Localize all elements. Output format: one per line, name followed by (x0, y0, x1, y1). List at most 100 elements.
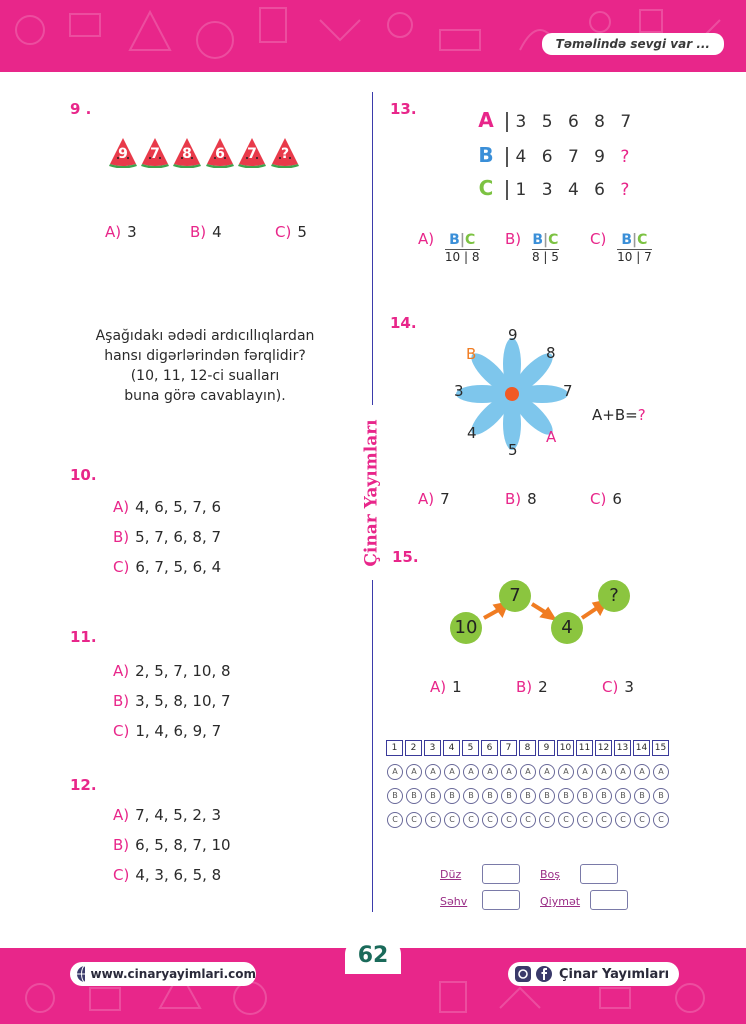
answer-bubble-c[interactable]: C (444, 812, 460, 828)
grid-number: 9 (538, 740, 555, 756)
petal-marker-a: A (546, 428, 557, 446)
answer-bubble-a[interactable]: A (653, 764, 669, 780)
answer-bubble-b[interactable]: B (615, 788, 631, 804)
answer-bubble-a[interactable]: A (615, 764, 631, 780)
answer-bubble-a[interactable]: A (539, 764, 555, 780)
petal-bottom-left: 4 (467, 424, 477, 442)
answer-bubble-b[interactable]: B (501, 788, 517, 804)
answer-bubble-a[interactable]: A (425, 764, 441, 780)
answer-bubble-b[interactable]: B (520, 788, 536, 804)
answer-bubble-b[interactable]: B (558, 788, 574, 804)
q14-option-a[interactable]: A) 7 (418, 490, 450, 508)
answer-bubble-c[interactable]: C (520, 812, 536, 828)
answer-bubble-c[interactable]: C (501, 812, 517, 828)
answer-bubble-b[interactable]: B (577, 788, 593, 804)
answer-bubble-c[interactable]: C (463, 812, 479, 828)
answer-bubble-a[interactable]: A (406, 764, 422, 780)
answer-bubble-c[interactable]: C (539, 812, 555, 828)
answer-bubble-a[interactable]: A (520, 764, 536, 780)
answer-bubble-b[interactable]: B (406, 788, 422, 804)
watermelon-icon (238, 138, 266, 169)
answer-bubble-b[interactable]: B (653, 788, 669, 804)
answer-bubble-c[interactable]: C (558, 812, 574, 828)
petal-left: 3 (454, 382, 464, 400)
slice-number: ? (280, 146, 290, 162)
answer-bubble-a[interactable]: A (463, 764, 479, 780)
answer-bubble-b[interactable]: B (463, 788, 479, 804)
answer-bubble-b[interactable]: B (539, 788, 555, 804)
q10-option-a[interactable]: A) 4, 6, 5, 7, 6 (113, 498, 221, 516)
q12-option-b[interactable]: B) 6, 5, 8, 7, 10 (113, 836, 231, 854)
q9-option-c[interactable]: C) 5 (275, 223, 307, 241)
q12-option-a[interactable]: A) 7, 4, 5, 2, 3 (113, 806, 221, 824)
score-box-bos[interactable] (580, 864, 618, 884)
q14-option-c[interactable]: C) 6 (590, 490, 622, 508)
c-value: 5 (551, 250, 559, 264)
option-value: 6, 7, 5, 6, 4 (135, 558, 222, 576)
option-letter: C) (602, 678, 619, 696)
answer-bubble-c[interactable]: C (634, 812, 650, 828)
answer-bubble-a[interactable]: A (482, 764, 498, 780)
option-letter: C) (113, 722, 130, 740)
score-box-duz[interactable] (482, 864, 520, 884)
q9-option-a[interactable]: A) 3 (105, 223, 137, 241)
answer-bubble-b[interactable]: B (425, 788, 441, 804)
answer-bubble-c[interactable]: C (653, 812, 669, 828)
mini-c: C (464, 232, 476, 248)
mini-b: B (621, 232, 633, 248)
answer-bubble-a[interactable]: A (387, 764, 403, 780)
answer-bubble-b[interactable]: B (596, 788, 612, 804)
answer-bubble-b[interactable]: B (634, 788, 650, 804)
score-box-qiymet[interactable] (590, 890, 628, 910)
answer-bubble-c[interactable]: C (615, 812, 631, 828)
option-value: 3 (624, 678, 634, 696)
q11-option-b[interactable]: B) 3, 5, 8, 10, 7 (113, 692, 231, 710)
answer-bubble-c[interactable]: C (577, 812, 593, 828)
answer-bubble-c[interactable]: C (387, 812, 403, 828)
watermelon-slice: 6 (205, 136, 235, 169)
website-text: www.cinaryayimlari.com (90, 967, 257, 981)
q9-option-b[interactable]: B) 4 (190, 223, 222, 241)
q14-option-b[interactable]: B) 8 (505, 490, 537, 508)
answer-bubble-a[interactable]: A (558, 764, 574, 780)
q13-option-b[interactable]: B) B|C 8 | 5 (505, 230, 559, 264)
answer-bubble-b[interactable]: B (444, 788, 460, 804)
q15-option-a[interactable]: A) 1 (430, 678, 462, 696)
q15-option-b[interactable]: B) 2 (516, 678, 548, 696)
answer-bubble-c[interactable]: C (406, 812, 422, 828)
option-value: 3, 5, 8, 10, 7 (135, 692, 231, 710)
brand-vertical: Çinar Yayımları (355, 405, 389, 580)
answer-bubble-a[interactable]: A (596, 764, 612, 780)
option-letter: B) (516, 678, 533, 696)
answer-bubble-b[interactable]: B (387, 788, 403, 804)
option-letter: B) (113, 692, 130, 710)
grid-number: 3 (424, 740, 441, 756)
option-value: 4 (212, 223, 222, 241)
q13-option-a[interactable]: A) B|C 10 | 8 (418, 230, 480, 264)
q12-option-c[interactable]: C) 4, 3, 6, 5, 8 (113, 866, 221, 884)
facebook-icon (536, 966, 552, 982)
answer-bubble-c[interactable]: C (596, 812, 612, 828)
website-pill[interactable]: www.cinaryayimlari.com (70, 962, 256, 986)
answer-bubble-a[interactable]: A (444, 764, 460, 780)
answer-bubble-c[interactable]: C (425, 812, 441, 828)
answer-bubble-a[interactable]: A (501, 764, 517, 780)
sequence-row-b: B 4 6 7 9 ? (476, 145, 634, 167)
q10-option-c[interactable]: C) 6, 7, 5, 6, 4 (113, 558, 221, 576)
option-letter: A) (430, 678, 447, 696)
option-letter: B) (505, 230, 522, 248)
q13-option-c[interactable]: C) B|C 10 | 7 (590, 230, 652, 264)
social-pill[interactable]: Çinar Yayımları (508, 962, 679, 986)
q15-option-c[interactable]: C) 3 (602, 678, 634, 696)
answer-bubble-a[interactable]: A (634, 764, 650, 780)
q10-option-b[interactable]: B) 5, 7, 6, 8, 7 (113, 528, 221, 546)
q11-option-c[interactable]: C) 1, 4, 6, 9, 7 (113, 722, 221, 740)
answer-bubble-b[interactable]: B (482, 788, 498, 804)
q11-option-a[interactable]: A) 2, 5, 7, 10, 8 (113, 662, 231, 680)
answer-bubble-c[interactable]: C (482, 812, 498, 828)
globe-icon (77, 965, 85, 983)
option-letter: B) (190, 223, 207, 241)
score-box-sehv[interactable] (482, 890, 520, 910)
answer-bubble-a[interactable]: A (577, 764, 593, 780)
option-letter: A) (113, 498, 130, 516)
